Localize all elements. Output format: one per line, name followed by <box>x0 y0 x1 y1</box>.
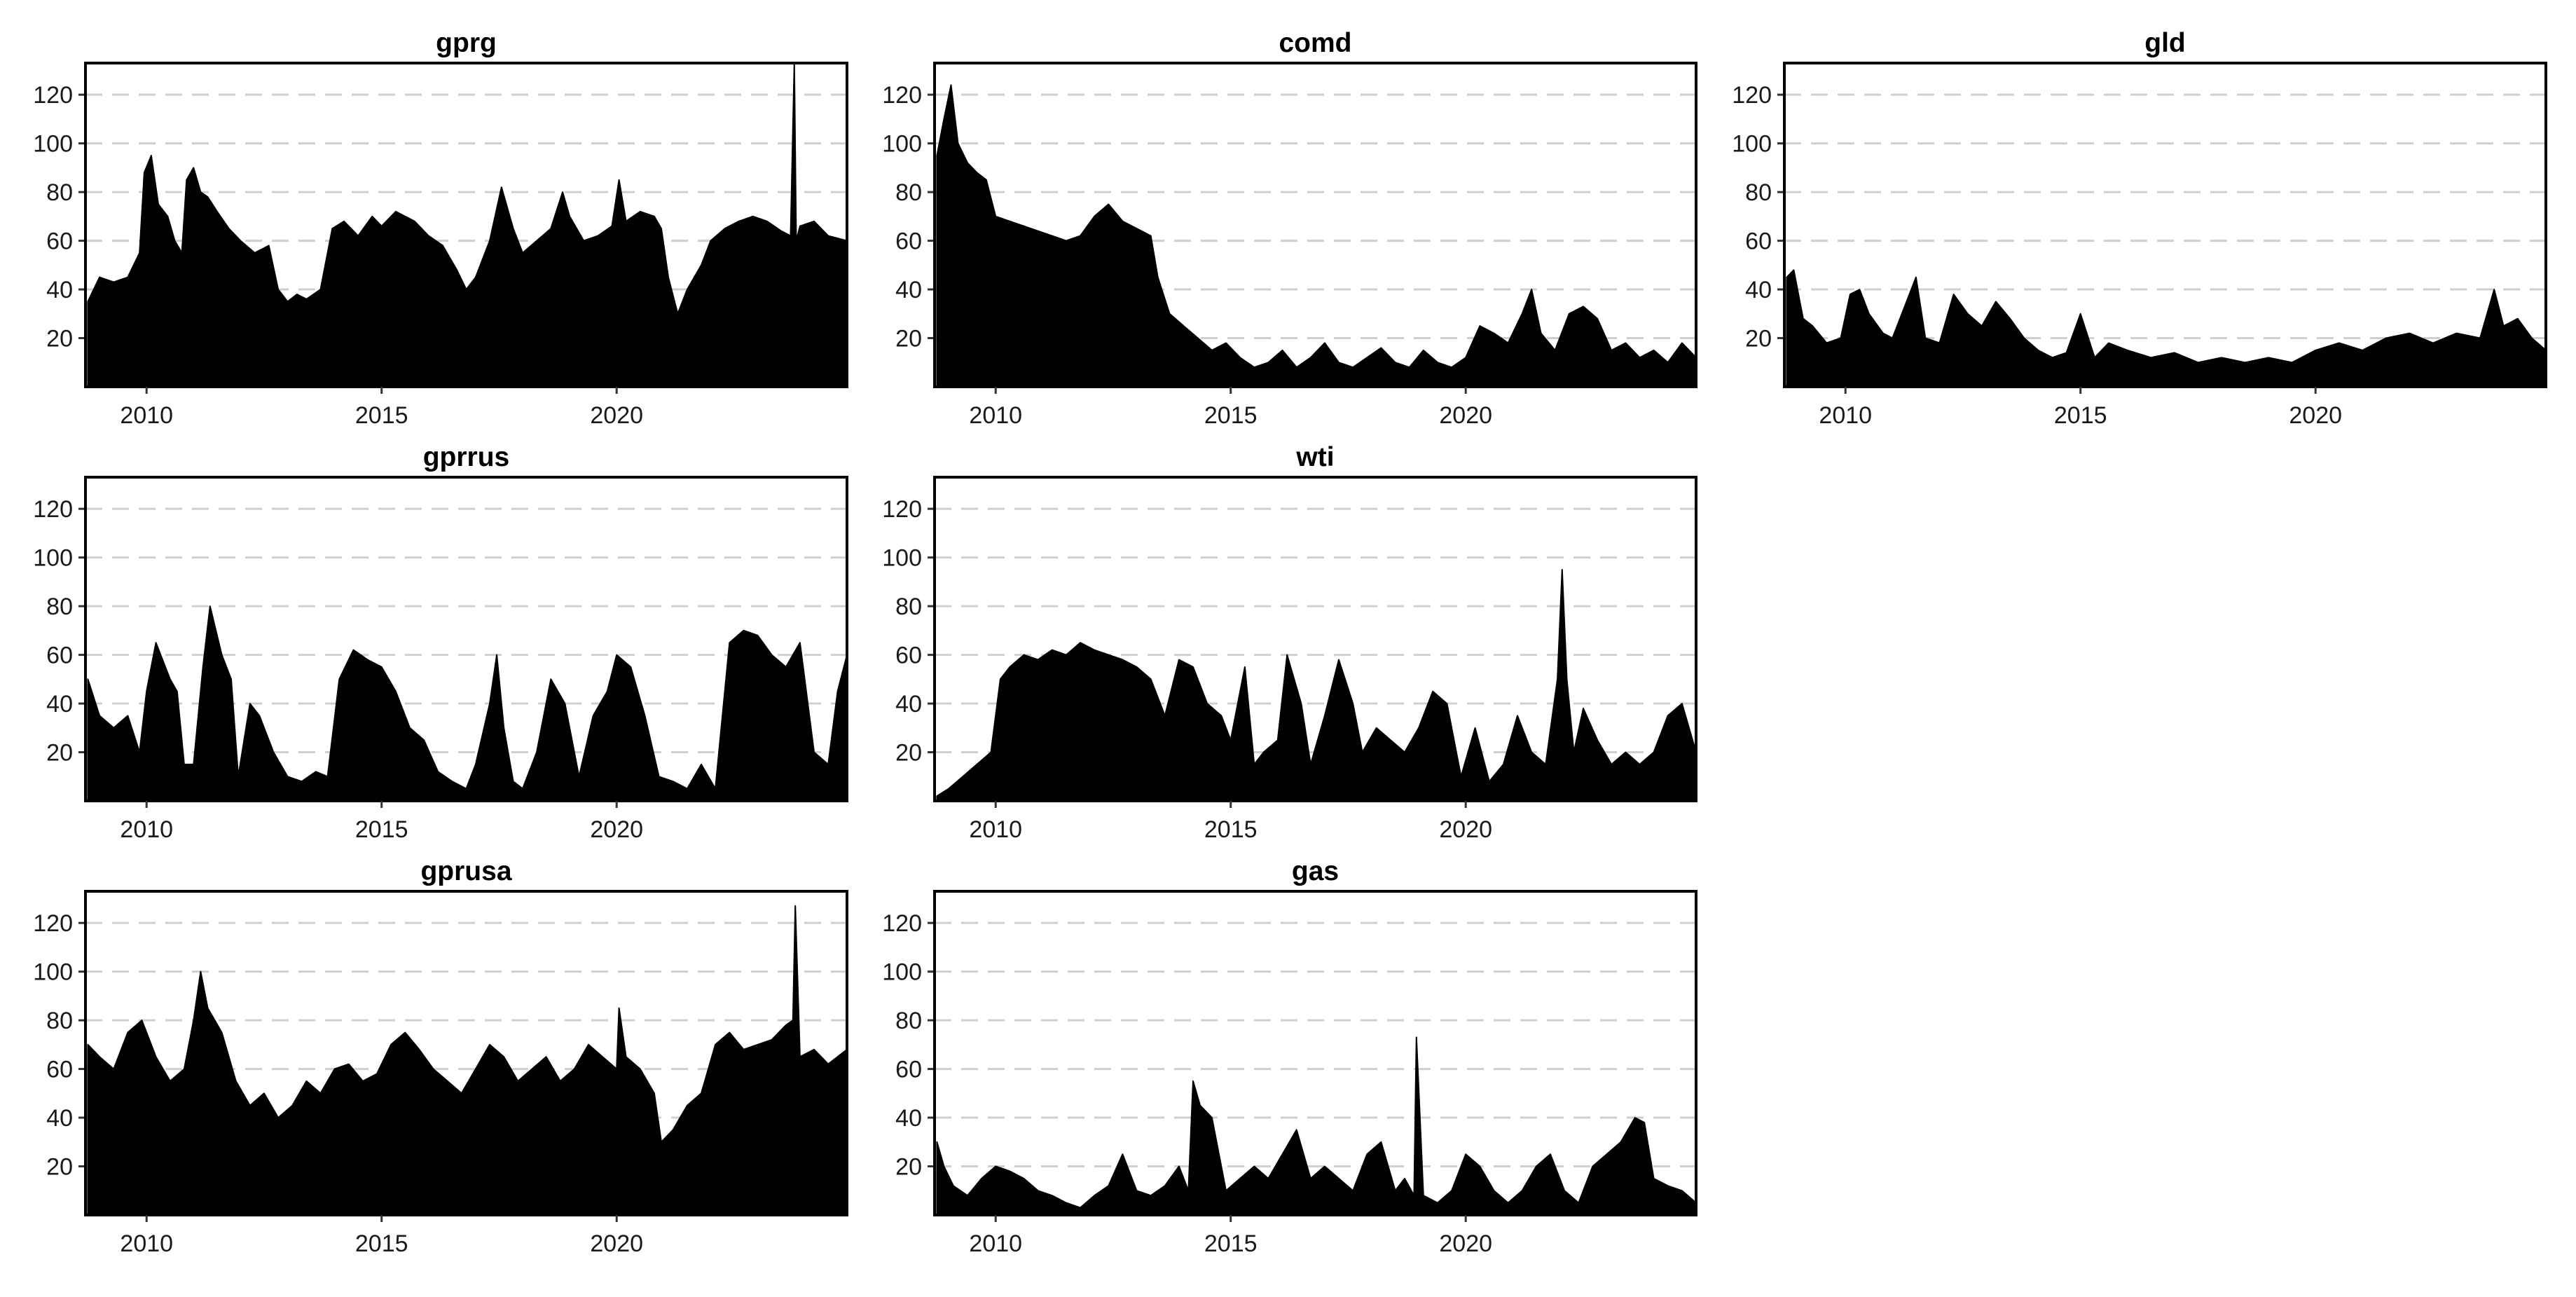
x-tick-label: 2015 <box>1204 816 1258 843</box>
y-tick-label: 40 <box>895 277 922 303</box>
y-tick-label: 120 <box>882 82 922 109</box>
y-tick-label: 120 <box>33 496 73 523</box>
y-tick-label: 80 <box>895 1008 922 1034</box>
y-tick-label: 100 <box>1732 131 1772 158</box>
x-tick-label: 2015 <box>355 402 408 429</box>
panel-gprg: gprg 20 40 60 80 100 120 2010 2015 2020 <box>33 28 848 429</box>
series-area-wti <box>936 569 1697 802</box>
series-area-gld <box>1786 269 2547 387</box>
x-tick-label: 2010 <box>969 402 1022 429</box>
panel-wti: wti 20 40 60 80 100 120 2010 2015 2020 <box>882 442 1697 843</box>
x-tick-label: 2020 <box>2289 402 2342 429</box>
y-tick-label: 20 <box>895 740 922 767</box>
panel-gas: gas 20 40 60 80 100 120 2010 2015 2020 <box>882 856 1697 1257</box>
x-tick-label: 2015 <box>355 1230 408 1257</box>
series-area-gprg <box>87 62 848 387</box>
y-tick-label: 60 <box>895 643 922 669</box>
y-tick-label: 60 <box>46 643 73 669</box>
y-tick-label: 20 <box>46 740 73 767</box>
panel-title: wti <box>1295 442 1334 472</box>
y-tick-label: 120 <box>33 82 73 109</box>
y-tick-label: 100 <box>882 131 922 158</box>
series-area-gas <box>936 1036 1697 1216</box>
y-tick-label: 80 <box>895 593 922 620</box>
x-tick-label: 2010 <box>120 816 173 843</box>
panel-comd: comd 20 40 60 80 100 120 2010 2015 2020 <box>882 28 1697 429</box>
panel-gprrus: gprrus 20 40 60 80 100 120 2010 2015 2020 <box>33 442 848 843</box>
y-tick-label: 40 <box>46 691 73 718</box>
plot-frame <box>933 890 1697 1216</box>
x-tick-label: 2010 <box>969 816 1022 843</box>
series-area-gprrus <box>87 605 848 802</box>
y-tick-label: 40 <box>46 1105 73 1132</box>
panel-title: comd <box>1279 28 1351 58</box>
y-tick-label: 120 <box>882 496 922 523</box>
x-tick-label: 2010 <box>1819 402 1872 429</box>
y-tick-label: 60 <box>895 1057 922 1083</box>
x-tick-label: 2020 <box>590 816 643 843</box>
series-area-comd <box>936 84 1697 387</box>
y-tick-label: 80 <box>895 179 922 206</box>
y-tick-label: 100 <box>882 545 922 572</box>
y-tick-label: 80 <box>46 1008 73 1034</box>
y-tick-label: 120 <box>882 910 922 937</box>
x-tick-label: 2015 <box>2054 402 2107 429</box>
y-tick-label: 20 <box>895 1154 922 1181</box>
y-tick-label: 120 <box>1732 82 1772 109</box>
x-tick-label: 2020 <box>1439 402 1492 429</box>
panel-gld: gld 20 40 60 80 100 120 2010 2015 2020 <box>1732 28 2547 429</box>
x-tick-label: 2020 <box>1439 816 1492 843</box>
plot-frame <box>1783 62 2547 388</box>
y-tick-label: 100 <box>33 545 73 572</box>
y-tick-label: 100 <box>33 959 73 986</box>
plot-frame <box>84 890 848 1216</box>
plot-frame <box>933 62 1697 388</box>
y-tick-label: 80 <box>1745 179 1772 206</box>
y-tick-label: 40 <box>895 691 922 718</box>
x-tick-label: 2020 <box>590 402 643 429</box>
y-tick-label: 80 <box>46 179 73 206</box>
y-tick-label: 20 <box>46 326 73 352</box>
panel-title: gas <box>1292 856 1339 886</box>
y-tick-label: 20 <box>46 1154 73 1181</box>
series-area-gprusa <box>87 905 848 1216</box>
x-tick-label: 2015 <box>1204 1230 1258 1257</box>
y-tick-label: 60 <box>1745 228 1772 255</box>
plot-frame <box>84 476 848 802</box>
y-tick-label: 60 <box>895 228 922 255</box>
x-tick-label: 2010 <box>969 1230 1022 1257</box>
y-tick-label: 100 <box>882 959 922 986</box>
y-tick-label: 60 <box>46 228 73 255</box>
panel-title: gprrus <box>423 442 510 472</box>
y-tick-label: 20 <box>1745 326 1772 352</box>
panel-title: gprusa <box>420 856 511 886</box>
x-tick-label: 2020 <box>590 1230 643 1257</box>
x-tick-label: 2010 <box>120 402 173 429</box>
panel-gprusa: gprusa 20 40 60 80 100 120 2010 2015 2020 <box>33 856 848 1257</box>
y-tick-label: 40 <box>895 1105 922 1132</box>
plot-frame <box>84 62 848 388</box>
plot-frame <box>933 476 1697 802</box>
y-tick-label: 120 <box>33 910 73 937</box>
y-tick-label: 60 <box>46 1057 73 1083</box>
panel-title: gprg <box>436 28 497 58</box>
y-tick-label: 20 <box>895 326 922 352</box>
y-tick-label: 40 <box>1745 277 1772 303</box>
y-tick-label: 100 <box>33 131 73 158</box>
x-tick-label: 2015 <box>355 816 408 843</box>
x-tick-label: 2015 <box>1204 402 1258 429</box>
x-tick-label: 2020 <box>1439 1230 1492 1257</box>
panel-title: gld <box>2144 28 2185 58</box>
x-tick-label: 2010 <box>120 1230 173 1257</box>
y-tick-label: 80 <box>46 593 73 620</box>
y-tick-label: 40 <box>46 277 73 303</box>
